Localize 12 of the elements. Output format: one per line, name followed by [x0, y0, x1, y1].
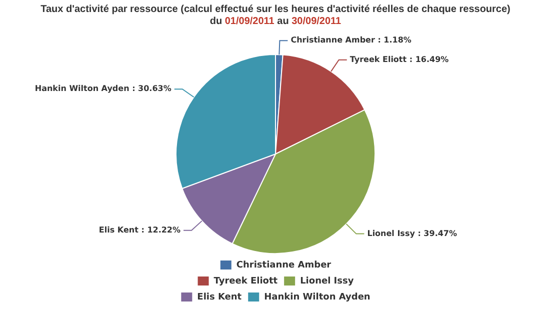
chart-title: Taux d'activité par ressource (calcul effectué sur les heures d'activité réelles de chaque ressource): [40, 4, 512, 16]
legend-label: Tyreek Eliott: [214, 276, 278, 286]
data-label: Hankin Wilton Ayden : 30.63%: [34, 84, 172, 94]
data-label: Tyreek Eliott : 16.49%: [350, 54, 449, 64]
chart-subtitle: du 01/09/2011 au 30/09/2011: [210, 16, 342, 27]
legend-label: Elis Kent: [197, 292, 242, 302]
legend-label: Hankin Wilton Ayden: [264, 292, 370, 302]
data-label: Elis Kent : 12.22%: [98, 225, 181, 234]
data-label: Lionel Issy : 39.47%: [367, 228, 458, 238]
data-label: Christianne Amber : 1.18%: [290, 36, 412, 45]
legend-label: Lionel Issy: [300, 276, 354, 286]
legend-label: Christianne Amber: [236, 260, 332, 270]
